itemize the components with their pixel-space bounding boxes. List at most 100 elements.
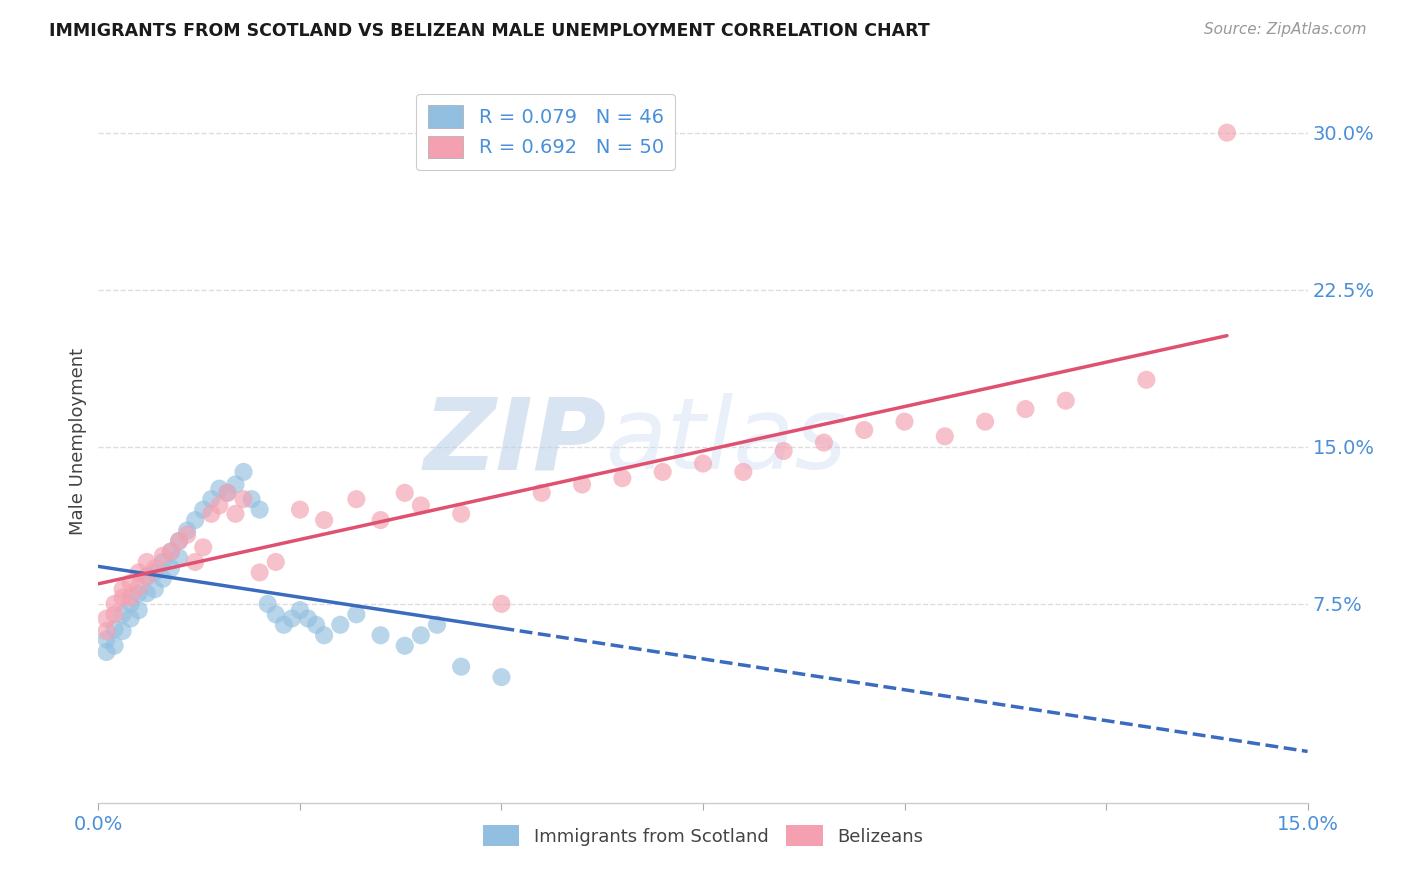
Point — [135, 569, 157, 583]
Point — [135, 586, 157, 600]
Text: ZIP: ZIP — [423, 393, 606, 490]
Point — [651, 465, 673, 479]
Point — [329, 617, 352, 632]
Point — [281, 611, 304, 625]
Point — [103, 639, 125, 653]
Point — [193, 541, 215, 555]
Point — [256, 597, 278, 611]
Point — [193, 502, 215, 516]
Point — [273, 617, 295, 632]
Point — [571, 477, 593, 491]
Point — [409, 499, 432, 513]
Point — [450, 659, 472, 673]
Point — [184, 513, 207, 527]
Point — [128, 586, 150, 600]
Point — [160, 561, 183, 575]
Point — [224, 507, 246, 521]
Point — [176, 524, 198, 538]
Point — [208, 482, 231, 496]
Point — [344, 492, 367, 507]
Point — [167, 534, 190, 549]
Point — [1216, 126, 1239, 140]
Point — [135, 555, 157, 569]
Point — [103, 607, 125, 622]
Point — [217, 486, 239, 500]
Text: Source: ZipAtlas.com: Source: ZipAtlas.com — [1204, 22, 1367, 37]
Point — [370, 628, 392, 642]
Point — [167, 534, 190, 549]
Point — [1014, 402, 1036, 417]
Point — [249, 502, 271, 516]
Point — [176, 527, 198, 541]
Point — [733, 465, 755, 479]
Point — [1135, 373, 1157, 387]
Point — [692, 457, 714, 471]
Point — [120, 575, 142, 590]
Point — [409, 628, 432, 642]
Point — [167, 550, 190, 565]
Point — [974, 415, 997, 429]
Point — [394, 639, 416, 653]
Point — [772, 444, 794, 458]
Point — [143, 566, 166, 580]
Point — [288, 603, 311, 617]
Point — [370, 513, 392, 527]
Point — [96, 632, 118, 647]
Point — [264, 607, 287, 622]
Point — [111, 624, 134, 638]
Point — [344, 607, 367, 622]
Point — [232, 492, 254, 507]
Y-axis label: Male Unemployment: Male Unemployment — [69, 348, 87, 535]
Point — [232, 465, 254, 479]
Point — [426, 617, 449, 632]
Point — [893, 415, 915, 429]
Point — [394, 486, 416, 500]
Point — [200, 507, 222, 521]
Point — [111, 591, 134, 605]
Point — [853, 423, 876, 437]
Text: IMMIGRANTS FROM SCOTLAND VS BELIZEAN MALE UNEMPLOYMENT CORRELATION CHART: IMMIGRANTS FROM SCOTLAND VS BELIZEAN MAL… — [49, 22, 929, 40]
Point — [152, 572, 174, 586]
Point — [813, 435, 835, 450]
Point — [491, 670, 513, 684]
Point — [264, 555, 287, 569]
Point — [240, 492, 263, 507]
Point — [111, 607, 134, 622]
Point — [160, 544, 183, 558]
Point — [450, 507, 472, 521]
Point — [103, 597, 125, 611]
Point — [217, 486, 239, 500]
Point — [120, 591, 142, 605]
Point — [314, 628, 336, 642]
Point — [96, 624, 118, 638]
Point — [120, 611, 142, 625]
Point — [143, 561, 166, 575]
Point — [288, 502, 311, 516]
Point — [135, 569, 157, 583]
Point — [152, 549, 174, 563]
Point — [160, 544, 183, 558]
Point — [184, 555, 207, 569]
Point — [143, 582, 166, 597]
Point — [305, 617, 328, 632]
Point — [297, 611, 319, 625]
Point — [200, 492, 222, 507]
Point — [111, 582, 134, 597]
Point — [934, 429, 956, 443]
Point — [120, 597, 142, 611]
Point — [128, 566, 150, 580]
Point — [491, 597, 513, 611]
Point — [530, 486, 553, 500]
Point — [1054, 393, 1077, 408]
Point — [96, 611, 118, 625]
Point — [103, 622, 125, 636]
Point — [314, 513, 336, 527]
Legend: Immigrants from Scotland, Belizeans: Immigrants from Scotland, Belizeans — [474, 816, 932, 855]
Point — [128, 603, 150, 617]
Point — [152, 555, 174, 569]
Point — [96, 645, 118, 659]
Point — [208, 499, 231, 513]
Point — [224, 477, 246, 491]
Text: atlas: atlas — [606, 393, 848, 490]
Point — [249, 566, 271, 580]
